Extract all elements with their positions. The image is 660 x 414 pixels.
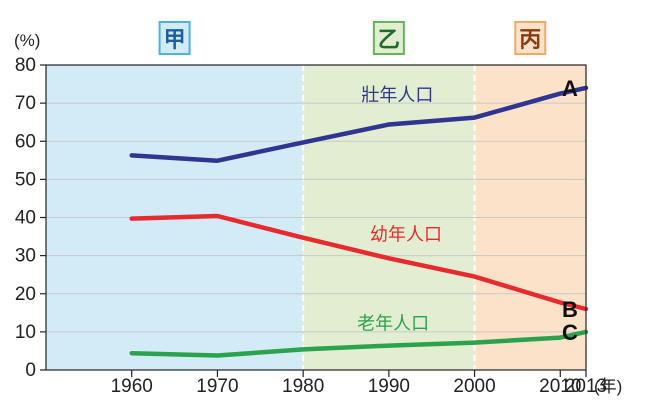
series-lines: [129, 85, 589, 358]
x-axis-unit: (年): [594, 377, 622, 396]
series-line-0: [129, 85, 589, 163]
period-label-box-0: [158, 21, 191, 55]
x-tick-label-1970: 1970: [196, 376, 238, 397]
x-tick-label-1990: 1990: [368, 376, 410, 397]
series-line-1: [129, 213, 589, 312]
axes: 0 10 20 30 40 50 60 70 80 1960 1970 1980 1990 2000 201…: [15, 55, 607, 397]
series-end-label-0: A: [562, 76, 578, 101]
y-tick-label-60: 60: [15, 131, 36, 152]
x-tick-label-1980: 1980: [282, 376, 324, 397]
y-tick-label-50: 50: [15, 169, 36, 190]
y-tick-label-40: 40: [15, 208, 36, 229]
y-tick-label-80: 80: [15, 55, 36, 76]
x-tick-label-2010: 2010: [539, 376, 581, 397]
series-end-label-2: C: [562, 320, 578, 345]
y-tick-label-10: 10: [15, 322, 36, 343]
y-tick-label-30: 30: [15, 246, 36, 267]
y-axis-unit: (%): [14, 31, 40, 50]
series-line-2: [129, 329, 589, 358]
x-tick-label-2000: 2000: [453, 376, 495, 397]
x-tick-label-2013: 2013: [565, 376, 607, 397]
x-tick-label-1960: 1960: [111, 376, 153, 397]
series-end-label-1: B: [562, 297, 578, 322]
period-label-box-2: [514, 21, 547, 55]
period-label-box-1: [372, 21, 405, 55]
y-tick-label-20: 20: [15, 284, 36, 305]
y-tick-label-70: 70: [15, 93, 36, 114]
series-label-2: 老年人口: [357, 314, 429, 335]
series-label-1: 幼年人口: [370, 224, 442, 245]
y-tick-label-0: 0: [25, 360, 36, 381]
period-label-1: 乙: [378, 28, 400, 53]
period-label-0: 甲: [164, 28, 186, 53]
series-label-0: 壯年人口: [361, 85, 433, 106]
period-label-2: 丙: [519, 28, 541, 53]
